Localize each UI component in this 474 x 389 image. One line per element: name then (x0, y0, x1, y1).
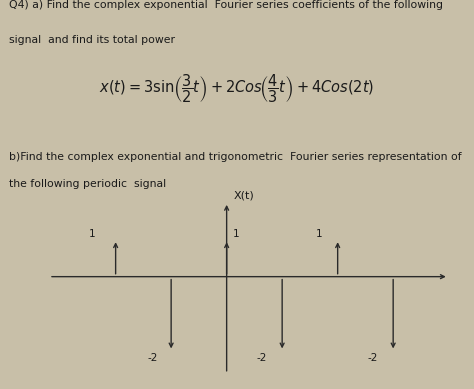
Text: the following periodic  signal: the following periodic signal (9, 179, 166, 189)
Text: b)Find the complex exponential and trigonometric  Fourier series representation : b)Find the complex exponential and trigo… (9, 152, 462, 162)
Text: -2: -2 (147, 353, 158, 363)
Text: 1: 1 (89, 229, 96, 238)
Text: 1: 1 (233, 229, 240, 238)
Text: -2: -2 (367, 353, 378, 363)
Text: $x(t) = 3\sin\!\left(\dfrac{3}{2}t\right) + 2Cos\!\left(\dfrac{4}{3}t\right) + 4: $x(t) = 3\sin\!\left(\dfrac{3}{2}t\right… (100, 72, 374, 105)
Text: X(t): X(t) (233, 190, 254, 200)
Text: 1: 1 (316, 229, 322, 238)
Text: Q4) a) Find the complex exponential  Fourier series coefficients of the followin: Q4) a) Find the complex exponential Four… (9, 0, 443, 10)
Text: signal  and find its total power: signal and find its total power (9, 35, 175, 45)
Text: -2: -2 (256, 353, 266, 363)
